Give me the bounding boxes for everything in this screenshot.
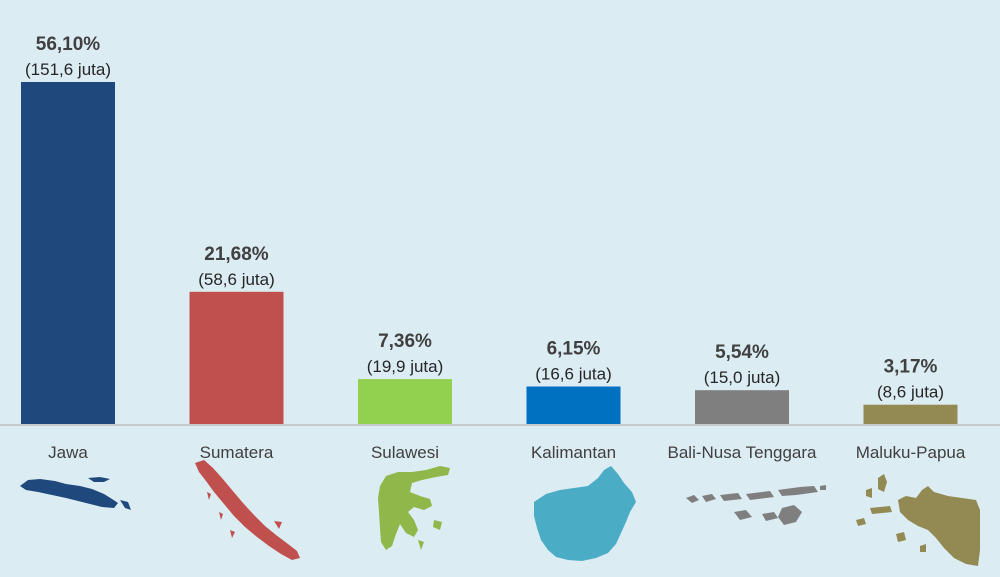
region-maps-group — [20, 460, 980, 566]
category-label-kalimantan: Kalimantan — [531, 443, 616, 462]
bar-kalimantan — [526, 386, 621, 424]
population-label-bali-nusa-tenggara: (15,0 juta) — [704, 368, 781, 387]
population-label-sulawesi: (19,9 juta) — [367, 357, 444, 376]
bars-group — [21, 82, 958, 424]
maluku-papua-map-icon — [856, 474, 980, 566]
bali-nusa-tenggara-map-icon — [686, 485, 826, 525]
bar-sulawesi — [358, 379, 452, 424]
percent-label-maluku-papua: 3,17% — [884, 357, 938, 378]
percent-label-kalimantan: 6,15% — [547, 339, 601, 360]
jawa-map-icon — [20, 477, 131, 510]
category-label-sulawesi: Sulawesi — [371, 443, 439, 462]
population-label-kalimantan: (16,6 juta) — [535, 365, 612, 384]
category-label-sumatera: Sumatera — [200, 443, 274, 462]
labels-group: 56,10% (151,6 juta) Jawa 21,68% (58,6 juta) S… — [25, 34, 966, 462]
bar-jawa — [21, 82, 115, 424]
percent-label-sulawesi: 7,36% — [378, 331, 432, 352]
kalimantan-map-icon — [534, 466, 636, 561]
sumatera-map-icon — [195, 460, 300, 560]
population-label-jawa: (151,6 juta) — [25, 60, 111, 79]
percent-label-sumatera: 21,68% — [204, 244, 269, 265]
percent-label-jawa: 56,10% — [36, 34, 101, 55]
category-label-maluku-papua: Maluku-Papua — [856, 443, 966, 462]
category-label-jawa: Jawa — [48, 443, 88, 462]
category-label-bali-nusa-tenggara: Bali-Nusa Tenggara — [668, 443, 818, 462]
bar-bali-nusa-tenggara — [695, 390, 789, 424]
population-label-sumatera: (58,6 juta) — [198, 270, 275, 289]
population-label-maluku-papua: (8,6 juta) — [877, 383, 944, 402]
bar-maluku-papua — [863, 404, 958, 424]
bar-sumatera — [189, 291, 284, 424]
sulawesi-map-icon — [378, 466, 450, 550]
percent-label-bali-nusa-tenggara: 5,54% — [715, 342, 769, 363]
